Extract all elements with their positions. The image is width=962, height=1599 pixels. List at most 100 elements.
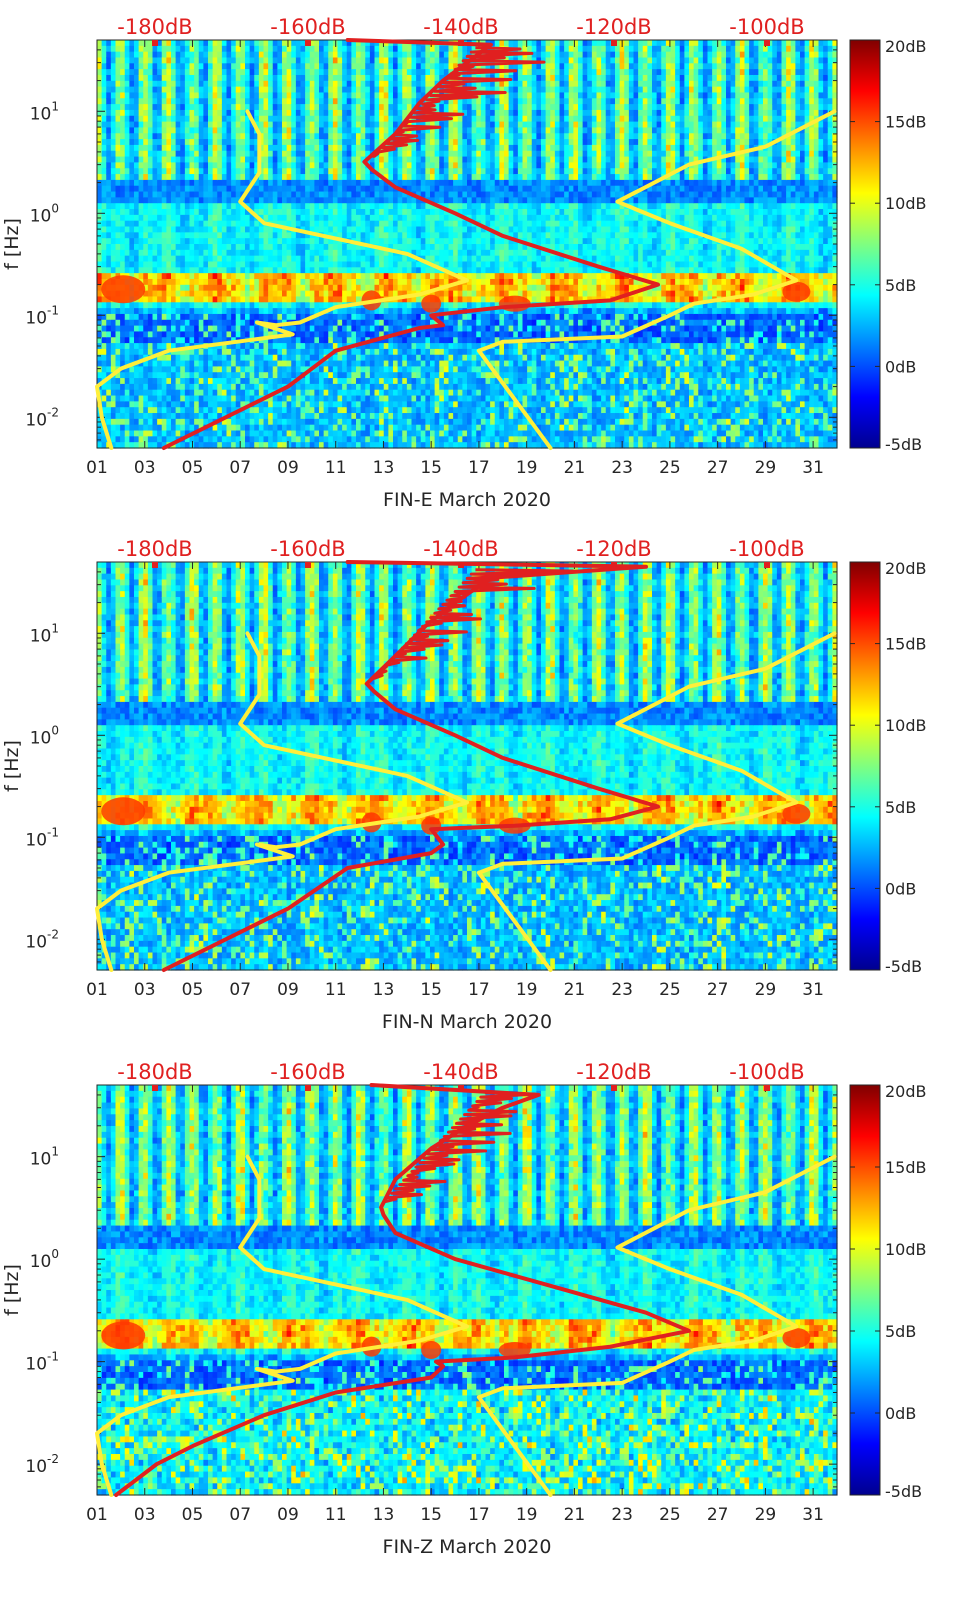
x-tick-label: 05 (182, 1505, 204, 1525)
spectrogram-panel: 01 03 05 07 09 11 13 15 17 19 21 23 25 27 29 3110-210-1… (1, 15, 927, 511)
y-tick-exponent: -1 (47, 825, 59, 839)
colorbar (850, 1085, 880, 1495)
colorbar-label: 20dB (885, 1082, 927, 1101)
colorbar-label: 15dB (885, 113, 927, 132)
x-tick-label: 09 (277, 980, 299, 1000)
x-tick-label: 05 (182, 980, 204, 1000)
colorbar-label: 15dB (885, 635, 927, 654)
x-axis-label: FIN-Z March 2020 (383, 1536, 552, 1558)
colorbar-label: -5dB (885, 957, 922, 976)
y-tick-exponent: -1 (47, 303, 59, 317)
colorbar (850, 40, 880, 448)
x-tick-label: 03 (134, 980, 156, 1000)
y-tick-label: 100 (30, 723, 59, 748)
top-axis-label: -100dB (729, 537, 804, 561)
x-tick-label: 29 (755, 458, 777, 478)
y-tick-base: 10 (30, 728, 52, 748)
x-tick-label: 07 (229, 980, 251, 1000)
hotspot (421, 295, 441, 313)
y-tick-label: 10-2 (25, 927, 59, 952)
y-tick-base: 10 (25, 932, 47, 952)
y-tick-base: 10 (25, 1355, 47, 1375)
colorbar-label: 0dB (885, 1404, 916, 1423)
x-tick-label: 15 (420, 1505, 442, 1525)
x-tick-label: 09 (277, 1505, 299, 1525)
top-axis-label: -100dB (729, 15, 804, 39)
x-tick-label: 17 (468, 1505, 490, 1525)
y-tick-exponent: 1 (51, 1145, 59, 1159)
x-tick-label: 21 (564, 1505, 586, 1525)
y-tick-label: 10-2 (25, 1452, 59, 1477)
top-axis-label: -120dB (576, 537, 651, 561)
top-axis-label: -140dB (423, 537, 498, 561)
x-tick-label: 13 (373, 1505, 395, 1525)
top-axis-label: -160dB (270, 537, 345, 561)
colorbar-label: 15dB (885, 1158, 927, 1177)
x-tick-label: 29 (755, 1505, 777, 1525)
colorbar-label: 20dB (885, 559, 927, 578)
x-tick-label: 03 (134, 458, 156, 478)
x-tick-label: 25 (659, 458, 681, 478)
colorbar (850, 562, 880, 970)
y-tick-label: 101 (30, 1145, 59, 1170)
colorbar-label: 5dB (885, 276, 916, 295)
top-axis-tick (611, 40, 617, 46)
colorbar-label: 0dB (885, 879, 916, 898)
hotspot (101, 1321, 145, 1349)
y-tick-label: 100 (30, 201, 59, 226)
y-tick-label: 100 (30, 1247, 59, 1272)
y-tick-base: 10 (30, 206, 52, 226)
y-tick-exponent: 0 (51, 1247, 59, 1261)
top-axis-label: -180dB (117, 537, 192, 561)
x-tick-label: 23 (611, 458, 633, 478)
y-tick-label: 10-1 (25, 303, 59, 328)
x-tick-label: 27 (707, 980, 729, 1000)
top-axis-tick (764, 562, 770, 568)
x-tick-label: 23 (611, 980, 633, 1000)
x-tick-label: 05 (182, 458, 204, 478)
y-tick-exponent: -2 (47, 927, 59, 941)
x-tick-label: 01 (86, 458, 108, 478)
x-tick-label: 19 (516, 980, 538, 1000)
y-tick-exponent: -2 (47, 1452, 59, 1466)
x-tick-label: 25 (659, 1505, 681, 1525)
hotspot (421, 1341, 441, 1359)
x-tick-label: 15 (420, 980, 442, 1000)
y-tick-label: 10-2 (25, 405, 59, 430)
x-tick-label: 11 (325, 980, 347, 1000)
y-tick-base: 10 (25, 308, 47, 328)
top-axis-tick (152, 1085, 158, 1091)
x-tick-label: 13 (373, 980, 395, 1000)
colorbar-label: 10dB (885, 194, 927, 213)
top-axis-label: -180dB (117, 15, 192, 39)
x-tick-label: 01 (86, 980, 108, 1000)
y-tick-base: 10 (30, 1252, 52, 1272)
colorbar-label: 0dB (885, 357, 916, 376)
y-tick-exponent: -1 (47, 1350, 59, 1364)
top-axis-label: -140dB (423, 15, 498, 39)
y-tick-base: 10 (30, 104, 52, 124)
x-tick-label: 17 (468, 980, 490, 1000)
top-axis-tick (611, 1085, 617, 1091)
x-tick-label: 13 (373, 458, 395, 478)
top-axis-tick (305, 1085, 311, 1091)
colorbar-label: -5dB (885, 1482, 922, 1501)
colorbar-label: 10dB (885, 1240, 927, 1259)
colorbar-label: 5dB (885, 798, 916, 817)
y-tick-base: 10 (25, 1457, 47, 1477)
y-tick-base: 10 (25, 410, 47, 430)
y-tick-exponent: -2 (47, 405, 59, 419)
x-tick-label: 23 (611, 1505, 633, 1525)
colorbar-label: 20dB (885, 37, 927, 56)
x-tick-label: 01 (86, 1505, 108, 1525)
top-axis-label: -180dB (117, 1060, 192, 1084)
top-axis-tick (152, 562, 158, 568)
top-axis-label: -100dB (729, 1060, 804, 1084)
x-tick-label: 21 (564, 980, 586, 1000)
top-axis-label: -160dB (270, 1060, 345, 1084)
x-tick-label: 31 (802, 458, 824, 478)
y-tick-base: 10 (30, 626, 52, 646)
top-axis-label: -120dB (576, 15, 651, 39)
y-tick-base: 10 (30, 1150, 52, 1170)
hotspot (101, 275, 145, 303)
